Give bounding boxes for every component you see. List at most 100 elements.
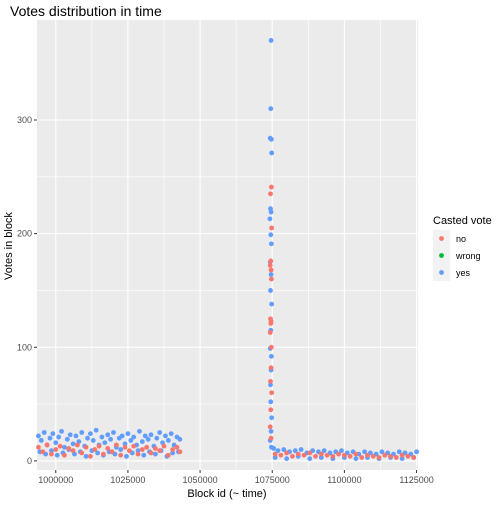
y-axis-label: Votes in block (3, 212, 15, 280)
data-point-yes (137, 428, 142, 434)
data-point-yes (47, 435, 53, 441)
data-point-yes (170, 450, 176, 456)
data-point-yes (269, 150, 275, 156)
y-tick-label: 0 (27, 456, 32, 466)
legend-title: Casted vote (433, 215, 492, 227)
data-point-yes (70, 441, 76, 447)
data-point-no (83, 444, 89, 450)
data-point-no (272, 451, 278, 457)
data-point-no (268, 184, 274, 190)
data-point-yes (73, 433, 79, 439)
data-point-no (301, 452, 307, 458)
data-point-no (49, 451, 54, 457)
data-point-yes (50, 431, 56, 437)
data-point-no (393, 455, 399, 460)
data-point-yes (95, 450, 101, 456)
chart-title: Votes distribution in time (10, 3, 162, 19)
data-point-yes (267, 216, 273, 222)
data-point-yes (139, 439, 145, 444)
data-point-no (290, 453, 295, 459)
data-point-yes (268, 288, 273, 293)
data-point-yes (163, 433, 168, 439)
data-point-no (88, 453, 93, 459)
data-point-yes (41, 430, 47, 435)
data-point-no (177, 449, 183, 455)
data-point-no (75, 442, 80, 448)
x-tick-label: 1125000 (399, 475, 433, 485)
data-point-yes (36, 433, 41, 439)
data-point-yes (154, 435, 160, 441)
data-point-yes (93, 427, 99, 433)
data-point-yes (141, 452, 147, 458)
data-point-no (165, 452, 171, 458)
data-point-no (161, 443, 167, 449)
data-point-yes (142, 433, 148, 439)
data-point-yes (102, 440, 108, 446)
data-point-no (399, 452, 405, 458)
data-point-yes (99, 434, 105, 440)
data-point-yes (62, 444, 67, 450)
data-point-yes (79, 430, 85, 435)
data-point-no (342, 452, 347, 458)
data-point-yes (396, 449, 402, 455)
data-point-yes (131, 434, 137, 440)
data-point-no (268, 321, 274, 326)
data-point-yes (59, 428, 64, 434)
plot-panel (36, 20, 419, 470)
data-point-yes (124, 453, 129, 459)
data-point-no (157, 448, 163, 454)
data-point-no (92, 447, 98, 452)
data-point-no (62, 452, 67, 458)
data-point-yes (135, 448, 141, 454)
data-point-no (370, 453, 376, 459)
data-point-no (307, 450, 313, 456)
data-point-yes (88, 431, 93, 437)
data-point-no (330, 453, 336, 459)
data-point-yes (321, 448, 327, 454)
data-point-yes (284, 456, 290, 462)
data-point-yes (275, 448, 281, 454)
data-point-no (105, 446, 111, 451)
data-point-yes (67, 432, 73, 438)
data-point-no (100, 451, 106, 457)
data-point-no (382, 452, 388, 458)
data-point-no (405, 453, 411, 459)
data-point-no (152, 446, 158, 451)
data-point-yes (414, 449, 419, 455)
data-point-yes (269, 415, 275, 421)
data-point-yes (268, 209, 274, 215)
data-point-no (79, 450, 85, 456)
data-point-yes (122, 441, 128, 447)
data-point-no (70, 448, 76, 454)
data-point-no (411, 455, 417, 460)
data-point-no (268, 344, 274, 350)
data-point-yes (362, 449, 367, 455)
data-point-yes (85, 435, 90, 441)
data-point-yes (90, 438, 96, 443)
data-point-yes (281, 447, 287, 452)
data-point-yes (165, 438, 171, 443)
data-point-yes (152, 451, 158, 457)
data-point-no (268, 378, 273, 384)
data-point-yes (177, 436, 183, 442)
data-point-no (313, 453, 318, 459)
panel-background (37, 20, 418, 470)
data-point-no (284, 450, 290, 456)
data-point-no (347, 453, 353, 459)
data-point-no (174, 444, 180, 450)
data-point-no (268, 267, 274, 273)
data-point-yes (307, 456, 313, 462)
data-point-no (268, 407, 274, 413)
data-point-no (131, 443, 137, 449)
data-point-yes (268, 232, 274, 238)
data-point-yes (268, 382, 273, 388)
data-point-yes (399, 456, 405, 462)
data-point-yes (268, 353, 274, 359)
data-point-yes (268, 428, 274, 434)
x-tick-label: 1100000 (327, 475, 361, 485)
data-point-yes (118, 447, 124, 452)
data-point-no (118, 452, 124, 458)
data-point-no (109, 449, 115, 455)
